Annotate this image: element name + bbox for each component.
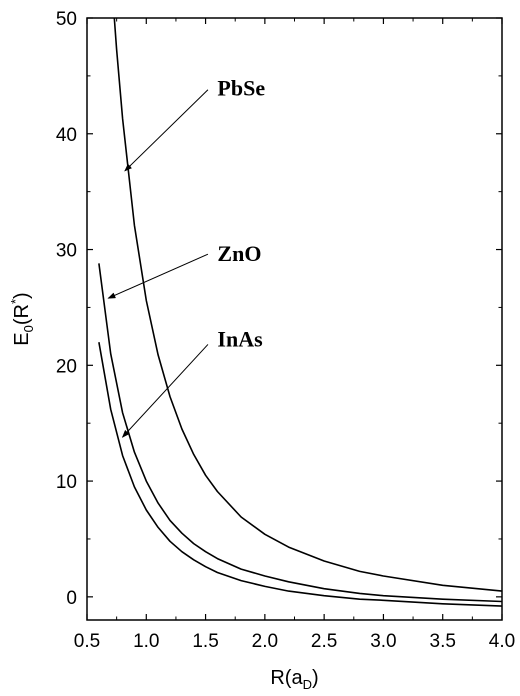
annotation-label-zno: ZnO [217,241,261,266]
annotation-layer: PbSe ZnO InAs [107,75,265,438]
y-axis-title-close: ) [11,292,33,299]
series-line-pbse [113,17,503,592]
x-tick-label: 0.5 [74,631,100,652]
annotation-arrow-pbse [124,89,209,172]
y-tick-label: 0 [66,588,77,609]
ticks-layer: 0.5 1.0 1.5 2.0 2.5 3.0 3.5 4.0 0 10 20 30 40 50 [56,9,515,652]
x-axis-title-close: ) [312,667,319,689]
x-tick-label: 1.0 [133,631,159,652]
annotation-arrow-inas [121,344,209,438]
y-axis-title: E0(R*) [8,292,36,345]
annotation-label-inas: InAs [217,327,263,352]
series-line-inas [98,342,503,607]
y-axis-title-superscript: * [8,299,23,304]
series-line-zno [98,263,503,603]
x-tick-label: 1.5 [192,631,218,652]
x-tick-label: 3.0 [370,631,396,652]
plot-frame [86,17,503,621]
y-axis-title-subscript: 0 [21,325,36,332]
y-axis-title-open: (R [11,304,33,325]
x-tick-label: 2.5 [311,631,337,652]
y-tick-label: 50 [56,9,77,30]
x-tick-label: 4.0 [489,631,515,652]
y-axis-title-main: E [11,332,33,345]
annotation-arrow-zno [107,253,209,299]
x-axis-title: R(aD) [270,667,318,692]
x-tick-label: 2.0 [252,631,278,652]
x-axis-title-subscript: D [303,677,312,692]
y-tick-label: 40 [56,125,77,146]
x-tick-label: 3.5 [430,631,456,652]
y-tick-label: 20 [56,356,77,377]
series-layer [98,17,503,607]
x-axis-title-main: R(a [270,667,303,689]
y-tick-label: 30 [56,241,77,262]
y-tick-label: 10 [56,472,77,493]
annotation-label-pbse: PbSe [217,75,265,100]
